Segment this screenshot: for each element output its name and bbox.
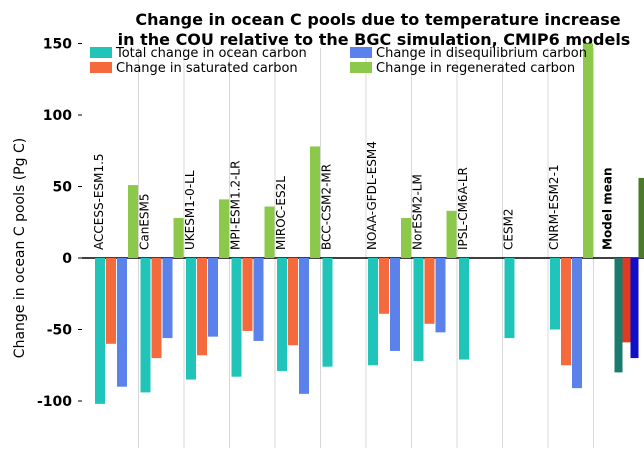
category-label: Model mean [601,168,615,251]
bar-5-0 [322,258,333,367]
bar-9-0 [504,258,515,339]
category-label: NOAA-GFDL-ESM4 [365,141,379,250]
bar-4-0 [277,258,287,371]
bar-4-3 [310,146,320,258]
category-label: UKESM1-0-LL [183,170,197,250]
bar-1-1 [151,258,162,359]
legend-label: Change in regenerated carbon [376,61,575,76]
bar-11-0 [614,258,623,373]
bar-2-0 [186,258,196,380]
y-tick-label: 0 [62,251,72,267]
bar-3-3 [264,206,275,258]
category-label: NorESM2-LM [411,174,425,250]
bar-11-3 [638,177,644,258]
category-label: CanESM5 [138,193,152,250]
bar-0-1 [106,258,116,344]
bar-6-2 [390,258,400,351]
legend-label: Total change in ocean carbon [115,46,307,61]
bar-3-1 [242,258,253,331]
legend-label: Change in disequilibrium carbon [376,46,587,61]
bar-2-2 [208,258,218,337]
category-label: CNRM-ESM2-1 [547,164,561,250]
y-axis-label: Change in ocean C pools (Pg C) [12,138,28,358]
bar-11-1 [622,258,631,343]
bar-6-1 [379,258,389,314]
legend-swatch [90,62,112,73]
bar-0-3 [128,185,138,258]
bar-6-0 [368,258,378,366]
bar-2-1 [197,258,207,356]
bar-7-2 [435,258,446,333]
category-label: MPI-ESM1.2-LR [229,161,243,250]
legend-swatch [90,47,112,58]
plot-area: 150 100 50 0 -50 -100 ACCESS-ESM1.5 CanESM5 UKES… [37,37,644,448]
y-tick-label: 100 [43,108,72,124]
bar-11-2 [630,258,639,359]
y-tick-label: 150 [43,37,72,53]
bar-6-3 [401,217,411,258]
bar-1-0 [140,258,151,393]
bar-7-3 [446,210,457,258]
y-tick-label: 50 [53,180,73,196]
legend-label: Change in saturated carbon [116,61,298,76]
bar-4-2 [299,258,309,394]
legend-swatch [350,62,372,73]
bar-3-0 [231,258,242,377]
chart-title-line-2: in the COU relative to the BGC simulatio… [118,30,631,49]
y-tick-label: -100 [37,394,72,410]
y-tick-label: -50 [47,323,73,339]
bar-1-2 [162,258,173,339]
legend-swatch [350,47,372,58]
bar-7-0 [413,258,424,361]
bar-8-0 [459,258,469,360]
category-label: BCC-CSM2-MR [320,164,334,250]
category-label: MIROC-ES2L [274,176,288,250]
bar-1-3 [173,217,184,258]
category-label: CESM2 [502,208,516,250]
category-label: ACCESS-ESM1.5 [92,153,106,250]
bar-10-2 [572,258,582,389]
bar-0-2 [117,258,127,387]
bar-10-0 [550,258,560,330]
category-label: IPSL-CM6A-LR [456,167,470,250]
bar-10-3 [583,43,593,258]
bar-10-1 [561,258,571,366]
bar-0-0 [95,258,105,404]
bar-4-1 [288,258,298,346]
bar-3-2 [253,258,264,341]
chart-title-line-1: Change in ocean C pools due to temperatu… [135,10,620,29]
bar-7-1 [424,258,435,324]
bar-2-3 [219,199,229,258]
